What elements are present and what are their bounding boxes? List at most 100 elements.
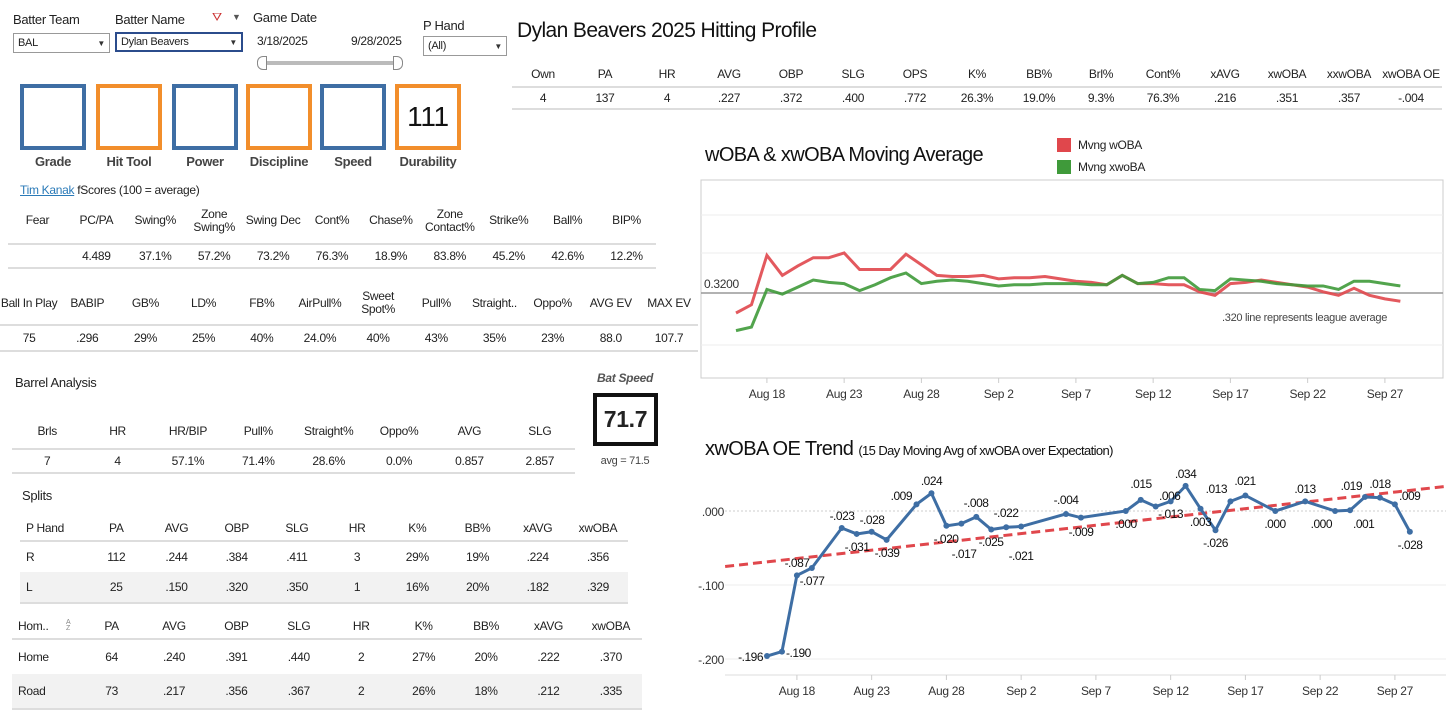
column-header[interactable]: HR <box>352 618 370 633</box>
tim-kanak-link[interactable]: Tim Kanak <box>20 183 75 197</box>
column-header[interactable]: BB% <box>1026 66 1052 81</box>
column-header[interactable]: P Hand <box>26 520 65 535</box>
column-header[interactable]: Ball% <box>553 213 583 227</box>
data-point[interactable] <box>853 530 860 537</box>
series-line-xwoba[interactable] <box>735 271 1401 333</box>
column-header[interactable]: Hom.. <box>18 618 49 633</box>
data-point[interactable] <box>1332 508 1339 514</box>
clear-filter-icon[interactable]: ⛛ <box>212 10 222 24</box>
data-point[interactable] <box>943 522 950 529</box>
data-point[interactable] <box>764 653 770 660</box>
data-point[interactable] <box>1122 508 1129 514</box>
data-point[interactable] <box>1391 501 1398 508</box>
column-header[interactable]: SLG <box>287 618 311 633</box>
column-header[interactable]: Straight.. <box>471 295 517 310</box>
data-point[interactable] <box>958 520 965 527</box>
column-header[interactable]: OPS <box>902 66 928 81</box>
data-point[interactable] <box>973 513 980 520</box>
data-point[interactable] <box>1272 508 1279 514</box>
column-header[interactable]: xAVG <box>1210 66 1240 81</box>
column-header[interactable]: OBP <box>224 520 249 535</box>
column-header[interactable]: AVG <box>164 520 189 535</box>
data-point[interactable] <box>1242 492 1249 499</box>
column-header[interactable]: xAVG <box>523 520 553 535</box>
column-header[interactable]: PC/PA <box>79 213 114 227</box>
data-point[interactable] <box>1376 494 1383 501</box>
data-point[interactable] <box>838 525 845 532</box>
column-header[interactable]: xwOBA <box>591 618 631 633</box>
data-point[interactable] <box>793 572 800 579</box>
date-slider-start-handle[interactable] <box>257 56 267 70</box>
column-header[interactable]: Straight% <box>304 423 354 438</box>
column-header[interactable]: FB% <box>249 295 275 310</box>
column-header[interactable]: OBP <box>224 618 249 633</box>
data-point[interactable] <box>928 490 935 497</box>
column-header[interactable]: HR <box>109 423 126 438</box>
column-header[interactable]: PA <box>104 618 119 633</box>
p-hand-select[interactable]: (All) ▼ <box>423 36 507 56</box>
date-slider-end-handle[interactable] <box>393 56 403 70</box>
data-point[interactable] <box>883 536 890 543</box>
column-header[interactable]: AVG <box>457 423 482 438</box>
column-header[interactable]: AirPull% <box>298 295 342 310</box>
column-header[interactable]: BABIP <box>70 295 105 310</box>
data-point[interactable] <box>1212 527 1219 534</box>
column-header[interactable]: OBP <box>778 66 804 81</box>
column-header[interactable]: Sweet Spot% <box>361 289 396 316</box>
column-header[interactable]: HR <box>658 66 676 81</box>
data-point[interactable] <box>1227 498 1234 505</box>
data-point[interactable] <box>808 564 815 571</box>
column-header[interactable]: xwOBA <box>578 520 618 535</box>
data-point[interactable] <box>1182 482 1189 489</box>
data-point[interactable] <box>913 501 920 508</box>
column-header[interactable]: Oppo% <box>533 295 572 310</box>
data-point[interactable] <box>1077 514 1084 521</box>
column-header[interactable]: HR/BIP <box>168 423 208 438</box>
data-point[interactable] <box>1063 510 1069 517</box>
column-header[interactable]: Fear <box>25 213 50 227</box>
column-header[interactable]: Strike% <box>489 213 529 227</box>
legend-label-woba[interactable]: Mvng wOBA <box>1078 138 1142 152</box>
column-header[interactable]: SLG <box>841 66 865 81</box>
column-header[interactable]: xAVG <box>533 618 564 633</box>
column-header[interactable]: Pull% <box>421 295 451 310</box>
column-header[interactable]: AVG <box>717 66 741 81</box>
column-header[interactable]: MAX EV <box>647 295 691 310</box>
column-header[interactable]: Oppo% <box>379 423 419 438</box>
column-header[interactable]: AVG <box>162 618 186 633</box>
column-header[interactable]: Chase% <box>369 213 413 227</box>
legend-label-xwoba[interactable]: Mvng xwoBA <box>1078 160 1146 174</box>
column-header[interactable]: BB% <box>473 618 499 633</box>
column-header[interactable]: Swing Dec <box>245 213 301 227</box>
column-header[interactable]: SLG <box>285 520 309 535</box>
batter-team-select[interactable]: BAL ▼ <box>13 33 110 53</box>
column-header[interactable]: Cont% <box>1145 66 1181 81</box>
column-header[interactable]: xwOBA <box>1267 66 1307 81</box>
data-point[interactable] <box>1167 498 1174 505</box>
column-header[interactable]: PA <box>597 66 613 81</box>
column-header[interactable]: K% <box>414 618 433 633</box>
data-point[interactable] <box>988 526 995 533</box>
data-point[interactable] <box>1302 498 1309 505</box>
column-header[interactable]: Zone Contact% <box>424 206 475 234</box>
column-header[interactable]: Brls <box>37 423 57 438</box>
column-header[interactable]: Cont% <box>314 213 350 227</box>
column-header[interactable]: K% <box>967 66 987 81</box>
column-header[interactable]: AVG EV <box>589 295 632 310</box>
data-point[interactable] <box>1152 503 1159 510</box>
column-header[interactable]: Own <box>531 66 555 81</box>
date-slider-track[interactable] <box>262 61 398 65</box>
data-point[interactable] <box>1003 524 1010 531</box>
column-header[interactable]: BIP% <box>612 213 641 227</box>
data-point[interactable] <box>868 528 875 535</box>
column-header[interactable]: Pull% <box>243 423 273 438</box>
column-header[interactable]: LD% <box>191 295 217 310</box>
batter-name-select[interactable]: Dylan Beavers ▼ <box>115 32 243 52</box>
column-header[interactable]: BB% <box>464 520 491 535</box>
data-point[interactable] <box>1406 528 1413 535</box>
column-header[interactable]: PA <box>109 520 124 535</box>
column-header[interactable]: xwOBA OE <box>1382 66 1440 81</box>
column-header[interactable]: HR <box>348 520 366 535</box>
data-point[interactable] <box>1018 523 1025 530</box>
